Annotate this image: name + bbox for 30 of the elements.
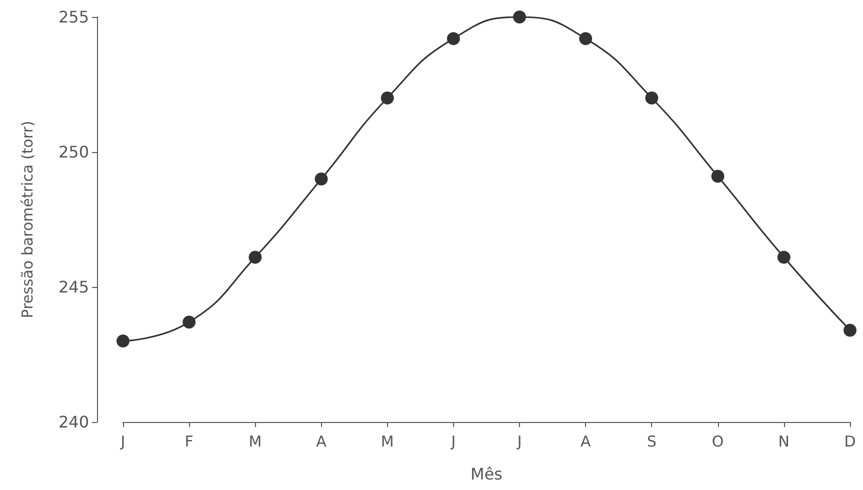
x-tick-label: J (516, 432, 522, 450)
point (446, 32, 460, 46)
y-tick-label: 240 (58, 412, 89, 432)
point (248, 250, 262, 264)
x-tick-label: J (120, 432, 126, 450)
point (645, 92, 658, 104)
x-tick-label: N (778, 432, 790, 450)
x-tick-label: O (712, 432, 724, 450)
x-tick-label: M (380, 432, 394, 450)
x-tick-label: A (580, 432, 592, 450)
x-tick-label: S (646, 432, 656, 450)
point (314, 172, 328, 186)
x-tick-label: D (844, 432, 856, 450)
y-tick-label: 250 (58, 142, 89, 162)
y-tick-label: 255 (58, 8, 89, 26)
point (182, 316, 196, 329)
point (579, 32, 592, 46)
x-tick-label: A (316, 432, 328, 450)
x-tick-label: M (248, 432, 262, 450)
y-tick-label: 245 (58, 278, 89, 296)
point (777, 250, 790, 264)
x-tick-label: F (184, 432, 194, 450)
x-axis-title: Mês (470, 464, 502, 484)
point (844, 324, 856, 337)
point (380, 92, 394, 104)
x-tick-label: J (450, 432, 456, 450)
point (711, 170, 724, 183)
y-axis-title: Pressão barométrica (torr) (18, 120, 36, 318)
point (116, 334, 130, 348)
point (513, 10, 526, 24)
